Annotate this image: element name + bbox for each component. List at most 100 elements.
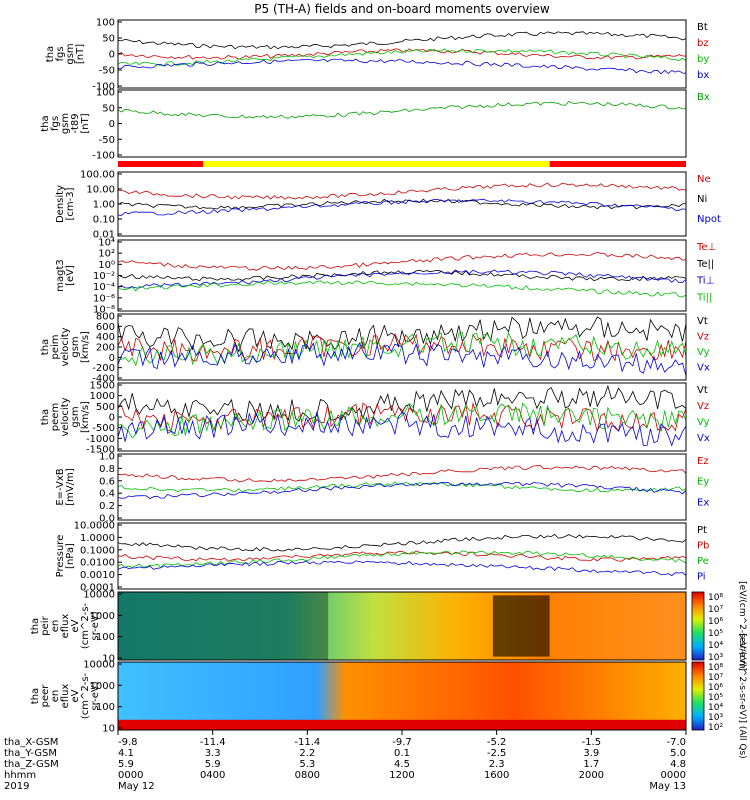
y-axis-label: velocity [60,397,71,436]
colorbar-tick-label: 10⁴ [708,641,723,651]
y-axis-label: peim [50,334,61,359]
x-tick-label: 2000 [579,770,604,781]
y-axis-label: gsm [60,113,71,134]
series-line [117,182,687,200]
y-axis-label: eV [70,619,81,632]
y-tick-label: 0 [109,50,115,61]
y-tick-label: 100 [96,632,115,643]
y-axis-label: tha [40,409,51,425]
y-tick-label: 0.6 [99,476,115,487]
panel-efield: Ez Ey Ex 1.00.80.6 0.40.2 0.0 E=-VxB [mV/m] [55,452,709,525]
series-line [117,550,687,562]
panel-frame [117,19,687,89]
series-line [117,342,687,377]
legend-entry: Npot [697,214,721,225]
colorbar [691,661,705,731]
y-tick-label: 10⁰ [98,260,115,271]
legend-entry: Ez [697,456,709,467]
y-tick-label: 10⁻⁴ [93,282,115,293]
y-tick-label: 100 [96,18,115,29]
y-tick-label: 50 [102,34,115,45]
x-axis-row-label: tha_Y-GSM [4,748,57,759]
y-tick-label: 0.1000 [80,545,115,556]
y-tick-label: 1.0 [99,452,115,463]
y-axis-label: [nPa] [65,543,76,569]
spectrogram-image [118,592,686,660]
x-tick-label: -2.5 [487,748,507,759]
spectrogram-image [118,662,686,730]
x-tick-label: 2.3 [489,759,505,770]
y-tick-label: 1.0000 [80,533,115,544]
x-tick-label: 2.2 [299,748,315,759]
mode-bar-segment [118,161,204,167]
y-tick-label: 0.0010 [80,570,115,581]
y-axis-label: [cm-3] [65,187,76,220]
figure-title: P5 (TH-A) fields and on-board moments ov… [254,2,550,16]
x-tick-label: -5.2 [487,737,507,748]
y-tick-label: 10 [102,724,115,735]
x-tick-label: -7.0 [666,737,686,748]
legend-entry: Ne [697,174,711,185]
y-axis-label: peem [50,403,61,431]
legend-entry: bx [697,70,709,81]
y-axis-label: [km/s] [80,331,91,363]
series-line [117,31,687,50]
series-line [117,331,687,367]
panel-fgs_dsl: Bx 100 50 0 -50 -100 tha fgs gsm -t89 [nT] [40,88,710,162]
y-tick-label: 0.0 [99,514,115,525]
spectrogram-gap [492,595,550,657]
y-tick-label: 600 [96,322,115,333]
y-axis-label: [eV] [65,265,76,286]
series-line [117,198,687,210]
y-tick-label: -100 [92,82,115,93]
colorbar-tick-label: 10² [708,723,723,733]
legend-entry: Pi [697,572,706,583]
y-tick-label: 1.00 [93,200,115,211]
colorbar-tick-label: 10⁵ [708,629,723,639]
legend-entry: Ex [697,497,709,508]
series-line [117,533,687,552]
y-axis-label: sr-eV) [90,681,101,710]
y-axis-label: [mV/m] [65,468,76,506]
y-tick-label: 10² [98,249,115,260]
y-tick-label: 400 [96,332,115,343]
panel-fgs: Bt bz by bx 100 50 0 -50 -100 tha fgs gsm [nT] [45,18,709,93]
y-tick-label: 0 [109,119,115,130]
legend-entry: Bx [697,92,710,103]
y-tick-label: 50 [102,103,115,114]
series-line [118,58,687,75]
y-axis-label: peer [40,684,51,708]
x-axis-row-label: hhmm [4,770,36,781]
y-axis-label: tha [40,339,51,355]
series-line [117,48,687,67]
y-axis-label: tha [45,46,56,62]
y-tick-label: 10.00 [86,185,115,196]
y-tick-label: 100.00 [80,170,115,181]
y-tick-label: 500 [96,402,115,413]
y-axis-label: en [50,690,61,703]
legend-entry: Vy [697,417,710,428]
legend-entry: Pb [697,541,709,552]
legend-entry: Ey [697,477,709,488]
x-tick-label: 3.9 [583,748,599,759]
panel-frame [117,89,687,158]
panel-density: Ne Ni Npot 100.00 10.00 1.00 0.10 0.01 Density [c… [55,170,721,241]
legend-entry: Bt [697,22,708,33]
y-tick-label: -100 [92,151,115,162]
x-tick-label: 5.9 [118,759,134,770]
panel-frame [117,453,687,521]
y-tick-label: 0 [109,353,115,364]
colorbar [691,591,705,661]
series-line [117,550,687,568]
series-line [117,48,687,60]
y-tick-label: 10⁻⁶ [93,293,115,304]
y-tick-label: 10.0000 [74,521,115,532]
series-line [117,100,687,119]
y-tick-label: 0 [109,413,115,424]
